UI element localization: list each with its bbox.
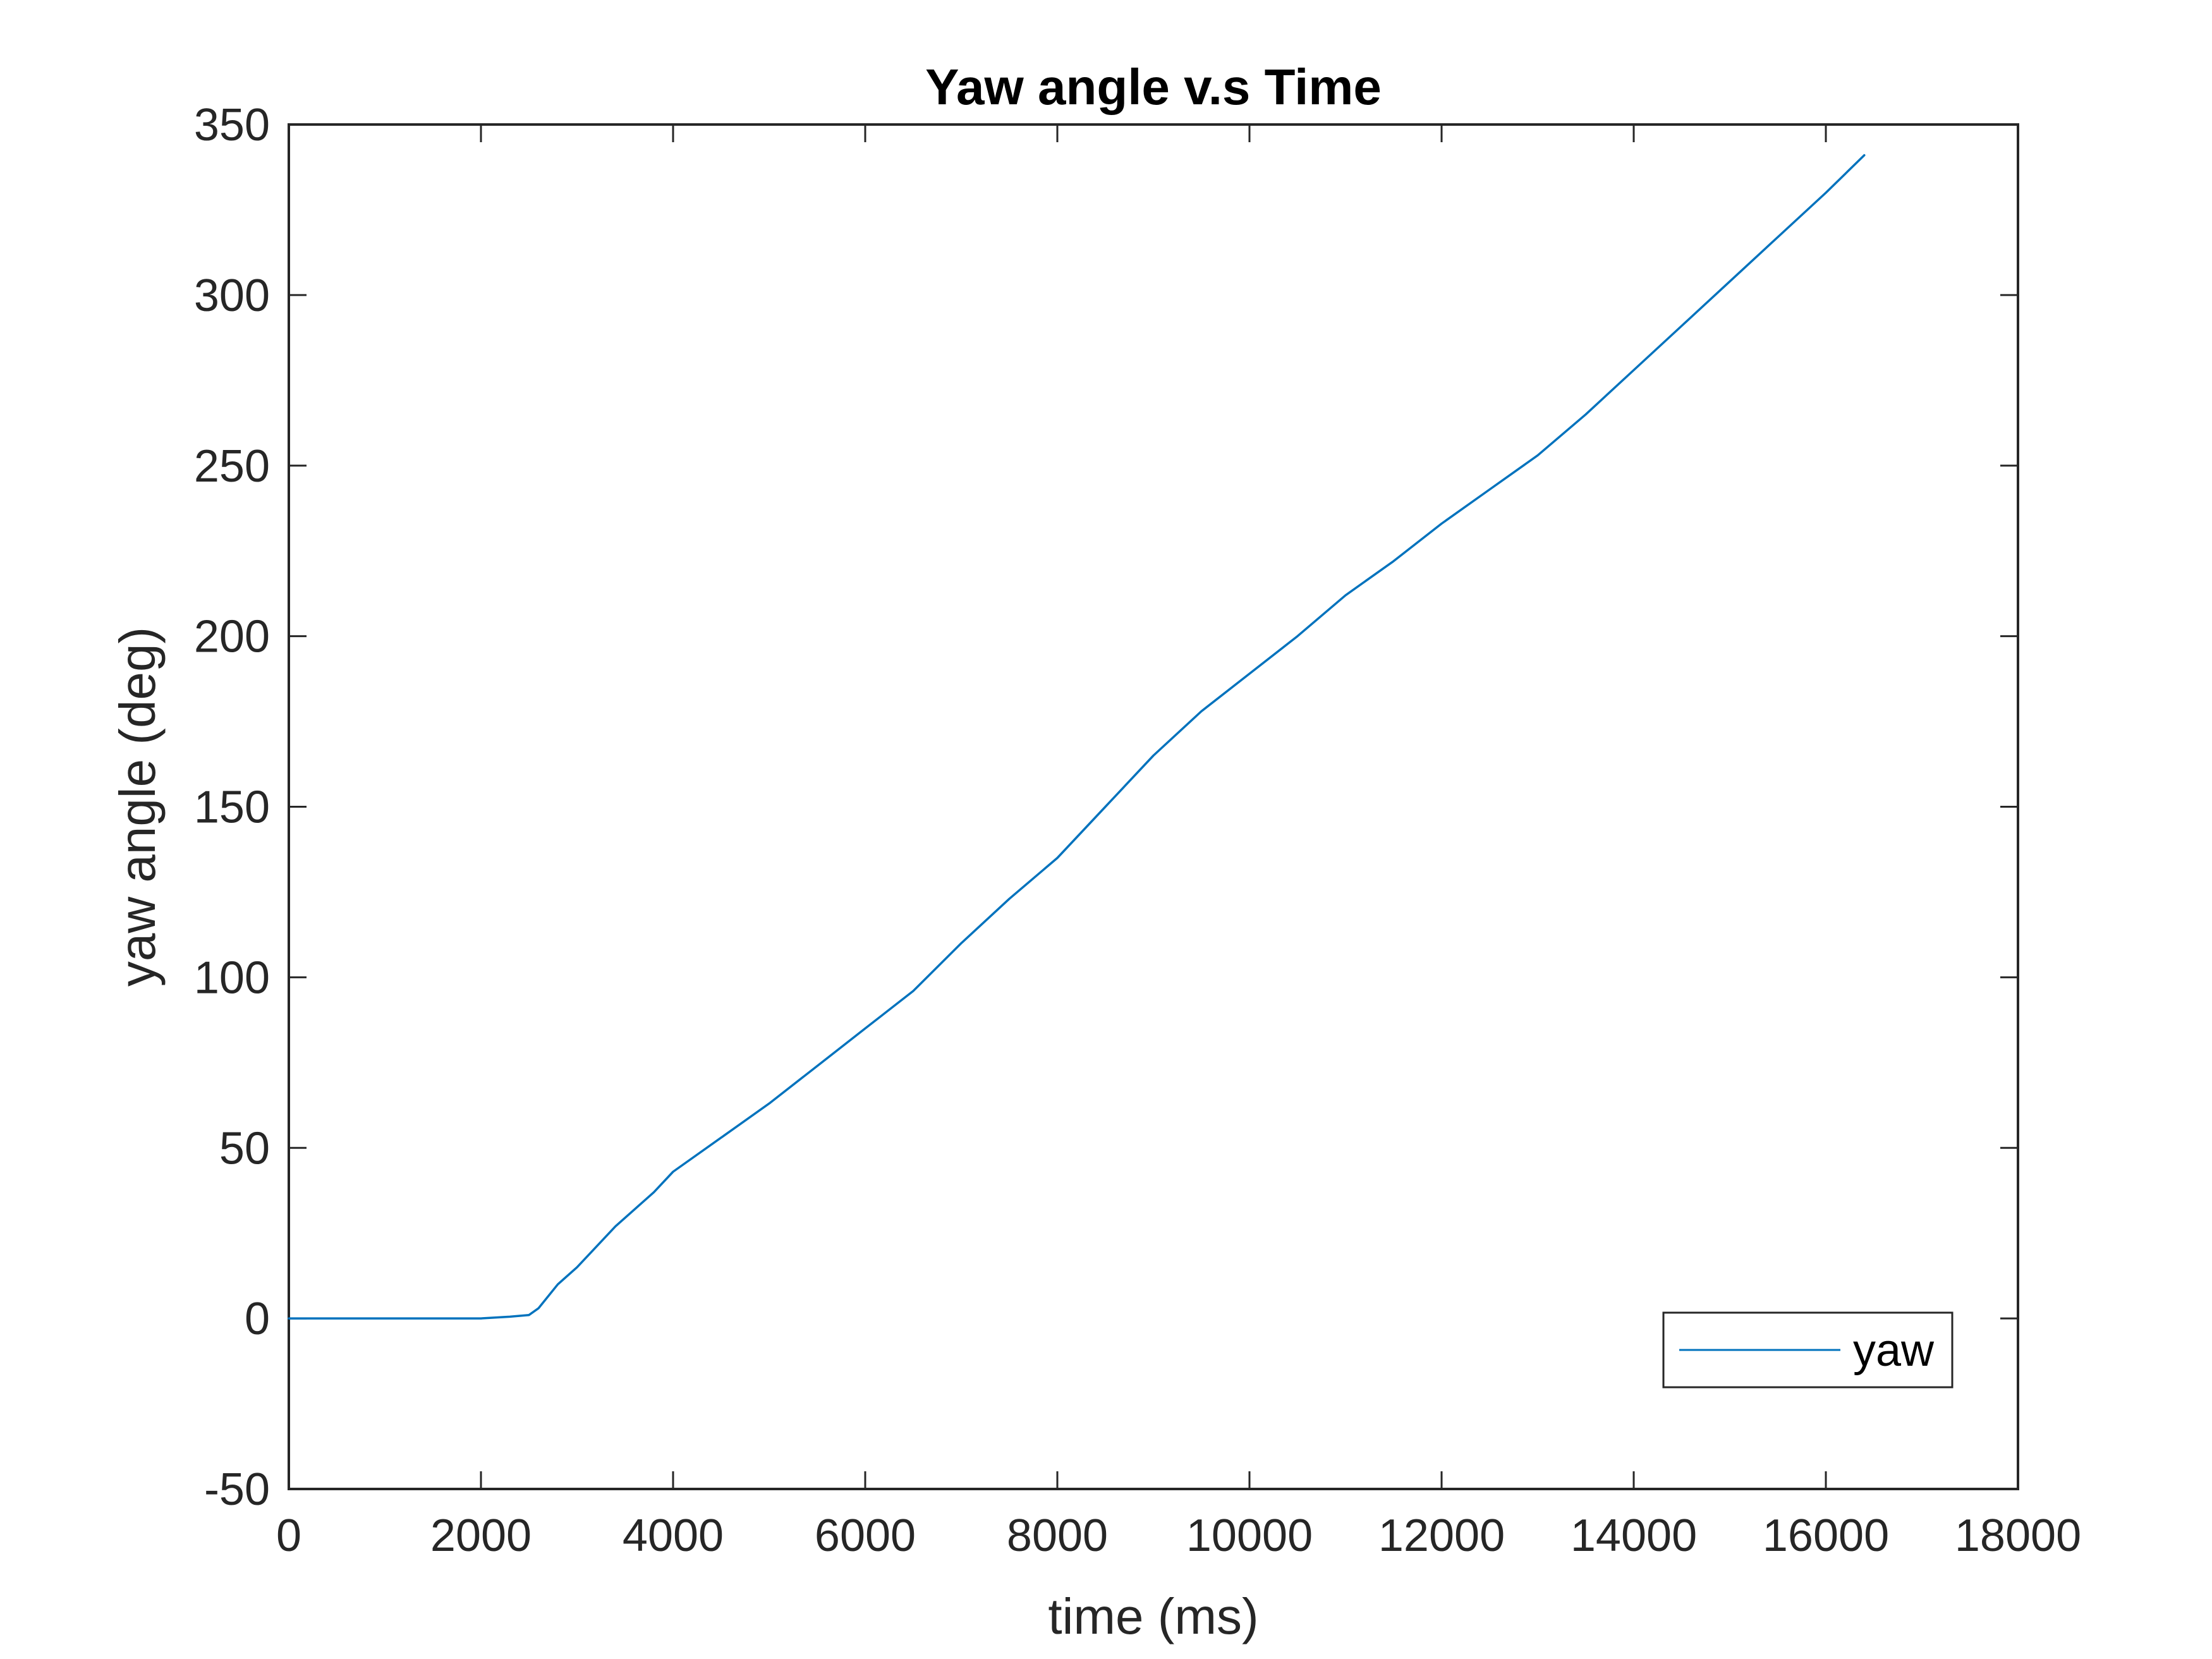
x-tick-label: 12000 [1378,1510,1505,1561]
x-tick-label: 18000 [1955,1510,2081,1561]
x-tick-label: 14000 [1571,1510,1697,1561]
legend-label-yaw: yaw [1853,1325,1935,1376]
x-tick-label: 4000 [623,1510,724,1561]
y-tick-label: 200 [194,612,270,662]
x-tick-label: 8000 [1007,1510,1108,1561]
y-tick-label: 100 [194,952,270,1003]
legend: yaw [1662,1311,1954,1389]
axis-ticks: 0 2000 4000 6000 8000 10000 12000 14000 16000 180… [194,100,2081,1561]
x-tick-label: 10000 [1186,1510,1313,1561]
x-tick-label: 16000 [1763,1510,1889,1561]
chart-title: Yaw angle v.s Time [925,59,1382,115]
y-tick-label: 350 [194,100,270,150]
series-lines [288,154,1866,1320]
y-tick-label: 150 [194,782,270,833]
x-axis-label: time (ms) [1048,1588,1258,1644]
y-axis-label: yaw angle (deg) [109,627,166,987]
y-tick-label: 50 [219,1123,270,1174]
y-tick-label: 300 [194,270,270,321]
x-tick-label: 2000 [430,1510,532,1561]
y-tick-label: 250 [194,441,270,492]
y-tick-label: -50 [204,1464,270,1515]
y-tick-label: 0 [245,1294,270,1344]
x-tick-label: 0 [276,1510,301,1561]
series-line-yaw [288,154,1866,1320]
plot-area [288,123,2019,1490]
x-tick-label: 6000 [815,1510,916,1561]
